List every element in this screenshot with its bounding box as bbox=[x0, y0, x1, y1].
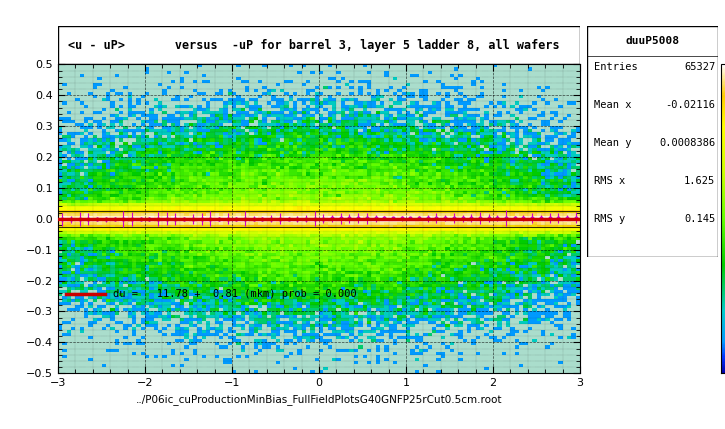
Text: 65327: 65327 bbox=[684, 63, 715, 73]
Text: 0.0008386: 0.0008386 bbox=[659, 139, 715, 148]
Text: 1.625: 1.625 bbox=[684, 176, 715, 187]
Text: Mean x: Mean x bbox=[594, 100, 631, 110]
Bar bbox=[587, 26, 718, 56]
Text: du =   11.78 +  0.81 (mkm) prob = 0.000: du = 11.78 + 0.81 (mkm) prob = 0.000 bbox=[113, 289, 357, 299]
Text: -0.02116: -0.02116 bbox=[665, 100, 715, 110]
X-axis label: ../P06ic_cuProductionMinBias_FullFieldPlotsG40GNFP25rCut0.5cm.root: ../P06ic_cuProductionMinBias_FullFieldPl… bbox=[136, 394, 502, 405]
Text: RMS y: RMS y bbox=[594, 214, 625, 224]
Text: Entries: Entries bbox=[594, 63, 637, 73]
Text: duuP5008: duuP5008 bbox=[626, 36, 679, 46]
Text: 0.145: 0.145 bbox=[684, 214, 715, 224]
Text: <u - uP>       versus  -uP for barrel 3, layer 5 ladder 8, all wafers: <u - uP> versus -uP for barrel 3, layer … bbox=[68, 39, 560, 51]
Text: Mean y: Mean y bbox=[594, 139, 631, 148]
Text: RMS x: RMS x bbox=[594, 176, 625, 187]
